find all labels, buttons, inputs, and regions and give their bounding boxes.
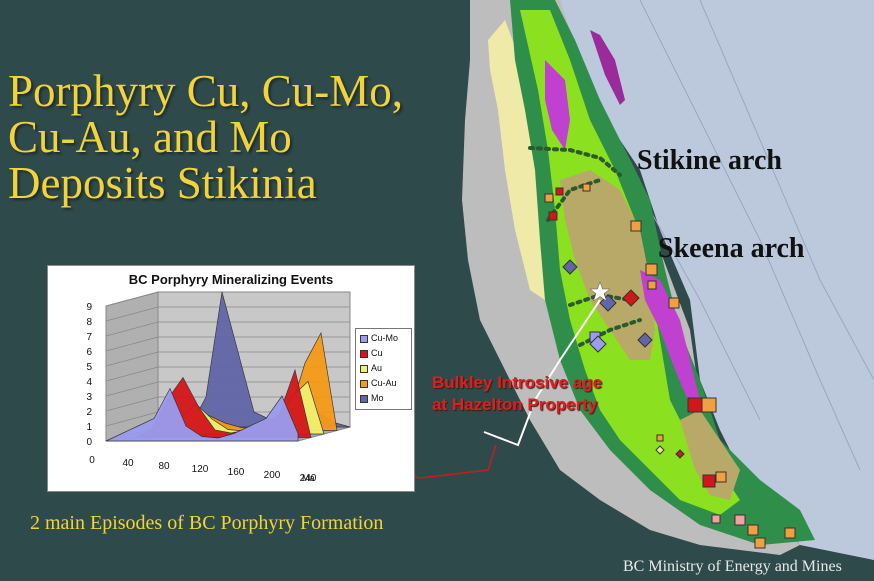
deposit-marker <box>715 471 727 483</box>
legend-label: Mo <box>371 393 384 403</box>
deposit-marker <box>548 211 558 221</box>
hazelton-star-icon <box>589 281 611 302</box>
legend-swatch <box>360 379 368 388</box>
y-tick-label: 0 <box>86 437 92 448</box>
y-tick-label: 7 <box>86 332 92 343</box>
map-region-purple <box>545 60 570 150</box>
legend-entry: Mo <box>360 393 384 405</box>
deposit-marker <box>701 397 717 413</box>
legend-label: Cu <box>371 348 383 358</box>
stikine-arch-label: Stikine arch <box>637 145 782 176</box>
bulkley-callout-line-1: Bulkley Introsive age <box>432 373 603 392</box>
deposit-marker <box>622 289 640 307</box>
mineralizing-events-chart: BC Porphyry Mineralizing Events 0 1 2 3 4 5 6 7… <box>47 265 415 492</box>
legend-swatch <box>360 364 368 373</box>
x-tick-label: 40 <box>122 458 134 469</box>
title-line-3: Deposits Stikinia <box>8 158 317 208</box>
deposit-marker <box>754 537 766 549</box>
title-line-1: Porphyry Cu, Cu-Mo, <box>8 66 404 116</box>
map-region-east <box>560 0 874 560</box>
x-tick-label: 200 <box>264 470 281 481</box>
legend-entry: Au <box>360 363 382 375</box>
chart-gridline <box>105 336 159 352</box>
bulkley-callout-line-2: at Hazelton Property <box>432 395 598 414</box>
deposit-marker <box>784 527 796 539</box>
y-tick-label: 8 <box>86 317 92 328</box>
deposit-marker <box>734 514 746 526</box>
legend-swatch <box>360 394 368 403</box>
title-line-2: Cu-Au, and Mo <box>8 112 292 162</box>
legend-entry: Cu-Mo <box>360 333 398 345</box>
chart-gridline <box>105 381 159 397</box>
deposit-marker <box>589 335 607 353</box>
deposit-markers <box>544 183 796 549</box>
map-region-olive <box>560 170 655 360</box>
legend-entry: Cu-Au <box>360 378 397 390</box>
deposit-marker <box>630 220 642 232</box>
chart-gridline <box>105 396 159 412</box>
deposit-marker <box>668 297 680 309</box>
x-tick-label: 160 <box>228 467 245 478</box>
deposit-marker <box>582 183 591 192</box>
y-tick-label: 5 <box>86 362 92 373</box>
chart-gridline <box>105 351 159 367</box>
legend-swatch <box>360 334 368 343</box>
chart-legend: Cu-Mo Cu Au Cu-Au Mo <box>355 328 412 410</box>
deposit-marker <box>645 263 658 276</box>
chart-title: BC Porphyry Mineralizing Events <box>128 272 334 287</box>
y-tick-label: 3 <box>86 392 92 403</box>
bulkley-callout: Bulkley Introsive age at Hazelton Proper… <box>432 372 602 416</box>
x-unit-label: Ma <box>302 473 315 483</box>
chart-gridline <box>105 366 159 382</box>
deposit-marker <box>656 434 664 442</box>
x-tick-label: 240 <box>300 473 317 484</box>
deposit-marker <box>647 280 657 290</box>
deposit-marker <box>562 259 578 275</box>
subtitle: 2 main Episodes of BC Porphyry Formation <box>30 512 384 534</box>
legend-label: Cu-Au <box>371 378 397 388</box>
deposit-marker <box>687 397 703 413</box>
deposit-marker <box>637 332 653 348</box>
deposit-marker <box>747 524 759 536</box>
map-region-purple-2 <box>640 270 700 405</box>
series-area-cu-mo <box>105 387 299 442</box>
chart-gridline <box>105 411 159 427</box>
y-tick-label: 1 <box>86 422 92 433</box>
y-tick-label: 9 <box>86 302 92 313</box>
x-tick-label: 80 <box>158 461 170 472</box>
deposit-marker <box>711 514 721 524</box>
y-tick-label: 6 <box>86 347 92 358</box>
legend-entry: Cu <box>360 348 383 360</box>
deposit-marker <box>702 474 716 488</box>
map-region-purple-coast <box>590 30 625 105</box>
pointer-line <box>483 299 601 447</box>
deposit-marker <box>655 445 665 455</box>
deposit-marker <box>675 449 685 459</box>
chart-gridline <box>105 291 159 307</box>
legend-swatch <box>360 349 368 358</box>
skeena-arch-label: Skeena arch <box>658 233 805 264</box>
x-tick-label: 0 <box>89 455 95 466</box>
chart-gridline <box>105 321 159 337</box>
legend-label: Au <box>371 363 383 373</box>
y-tick-label: 2 <box>86 407 92 418</box>
y-tick-label: 4 <box>86 377 92 388</box>
chart-gridline <box>105 306 159 322</box>
legend-label: Cu-Mo <box>371 333 399 343</box>
x-tick-label: 120 <box>192 464 209 475</box>
credit: BC Ministry of Energy and Mines <box>623 558 842 575</box>
deposit-marker <box>544 193 554 203</box>
deposit-marker <box>555 187 564 196</box>
map-region-pale-yellow <box>488 20 550 300</box>
